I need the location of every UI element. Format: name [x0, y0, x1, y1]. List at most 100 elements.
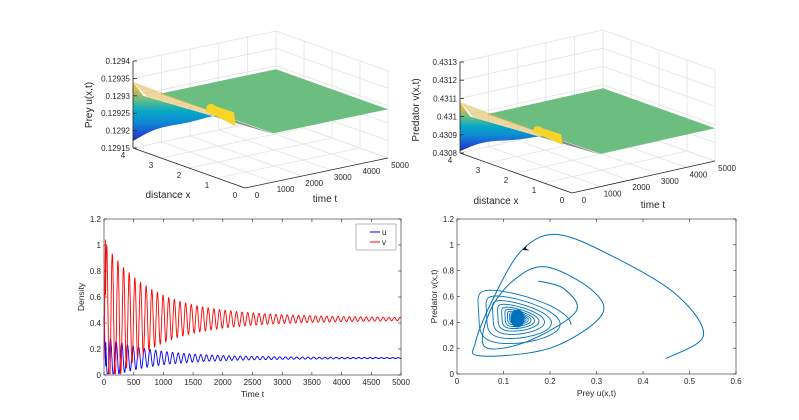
series-line-v: [103, 239, 402, 375]
prey-surface-plot: 0.12915 0.1292 0.12925 0.1293 0.12935 0.1294 0…: [84, 30, 409, 205]
trajectory-outer: [471, 233, 705, 359]
floor-gridline: [515, 140, 660, 174]
y-tick-label: 1.2: [443, 215, 455, 224]
x-tick-label: 0.6: [730, 377, 742, 386]
y-tick-label: 0.8: [90, 267, 102, 276]
y-tick-label: 0.4: [443, 318, 455, 327]
y-tick-label: 1: [450, 241, 455, 250]
transient-surface: [460, 102, 600, 155]
time-axis-label: time t: [641, 200, 666, 211]
x-tick-label: 3: [476, 166, 481, 175]
x-tick-label: 3500: [303, 378, 321, 387]
floor-gridline: [517, 139, 630, 181]
time-tick-label: 1000: [277, 185, 295, 194]
z-tick-label: 0.4309: [433, 131, 458, 140]
x-tick-label: 0: [102, 378, 107, 387]
z-tick-label: 0.431: [437, 113, 458, 122]
x-tick-label: 1500: [184, 378, 202, 387]
floor-gridline: [188, 137, 333, 169]
time-tick-label: 4000: [690, 170, 708, 179]
z-tick-label: 0.4312: [433, 76, 458, 85]
y-tick-label: 0: [97, 371, 102, 380]
x-tick-label: 0: [233, 191, 238, 200]
floor-gridline: [161, 141, 274, 183]
z-tick-label: 0.4308: [433, 149, 458, 158]
z-tick-label: 0.12925: [101, 109, 130, 118]
x-axis-label: Prey u(x,t): [577, 388, 616, 398]
time-tick-label: 3000: [334, 173, 352, 182]
z-tick-label: 0.12935: [101, 74, 130, 83]
steady-state-surface: [160, 69, 388, 134]
time-tick-label: 1000: [604, 190, 622, 199]
x-tick-label: 1: [205, 181, 210, 190]
x-tick-label: 2: [177, 171, 182, 180]
x-axis-line: [459, 152, 573, 194]
bump-surface: [205, 103, 236, 127]
x-tick-label: 2000: [214, 378, 232, 387]
time-tick-label: 2000: [632, 183, 650, 192]
wall-gridline: [459, 47, 604, 81]
y-axis-label: Density: [76, 282, 86, 311]
x-tick-label: 3000: [273, 378, 291, 387]
floor-gridline: [190, 135, 303, 177]
wall-gridline: [602, 47, 716, 89]
time-tick-label: 0: [582, 196, 587, 205]
transient-surface: [133, 81, 273, 142]
legend-box: [355, 223, 397, 251]
time-axis-label: time t: [313, 194, 338, 205]
wall-gridline: [275, 48, 389, 89]
equilibrium-cluster: [510, 309, 525, 328]
z-tick-label: 0.4311: [433, 94, 457, 103]
wall-gridline: [602, 66, 716, 107]
wall-gridline: [132, 30, 277, 62]
wall-gridline: [602, 29, 716, 71]
x-tick-label: 4: [448, 156, 453, 165]
x-axis-label: distance x: [145, 190, 190, 201]
time-tick-label: 0: [255, 191, 260, 200]
y-tick-label: 0.2: [90, 345, 102, 354]
x-tick-label: 0: [560, 196, 565, 205]
time-tick-label: 5000: [718, 164, 736, 173]
time-tick-label: 3000: [661, 177, 679, 186]
wall-gridline: [602, 84, 716, 125]
density-time-series-plot: 0 500 1000 1500 2000 2500 3000 3500 4000 4500 5000…: [76, 215, 410, 399]
wall-gridline: [459, 66, 604, 99]
y-tick-label: 0: [450, 370, 455, 379]
floor-gridline: [218, 129, 331, 171]
x-axis-line: [132, 147, 246, 189]
y-tick-label: 0.6: [90, 293, 102, 302]
x-tick-label: 4500: [362, 378, 380, 387]
x-tick-label: 5000: [392, 378, 410, 387]
x-tick-label: 0.5: [684, 377, 696, 386]
y-tick-label: 0.4: [90, 319, 102, 328]
y-tick-label: 0.2: [443, 344, 455, 353]
x-tick-label: 4: [121, 151, 126, 160]
x-tick-label: 3: [149, 161, 154, 170]
x-tick-label: 0.4: [637, 377, 649, 386]
wall-gridline: [275, 30, 389, 72]
z-tick-label: 0.4313: [433, 58, 458, 67]
y-tick-label: 0.8: [443, 267, 455, 276]
time-axis-line: [244, 157, 389, 189]
legend-label-u: u: [382, 228, 386, 237]
y-axis-label: Predator v(x,t): [429, 269, 439, 323]
y-tick-label: 0.6: [443, 293, 455, 302]
z-tick-label: 0.1293: [106, 92, 131, 101]
time-axis-line: [571, 160, 716, 194]
legend-label-v: v: [382, 238, 386, 247]
z-tick-label: 0.1294: [106, 57, 131, 66]
wall-gridline: [459, 29, 604, 63]
x-tick-label: 0.2: [544, 377, 556, 386]
x-tick-label: 0.3: [591, 377, 603, 386]
floor-gridline: [543, 150, 688, 184]
x-tick-label: 0: [455, 377, 460, 386]
x-tick-label: 2: [504, 176, 509, 185]
z-tick-label: 0.12915: [101, 144, 130, 153]
x-tick-label: 1000: [155, 378, 173, 387]
time-tick-label: 2000: [305, 179, 323, 188]
x-axis-label: distance x: [473, 196, 518, 207]
x-tick-label: 0.1: [498, 377, 510, 386]
floor-gridline: [216, 147, 361, 179]
floor-gridline: [488, 146, 601, 187]
